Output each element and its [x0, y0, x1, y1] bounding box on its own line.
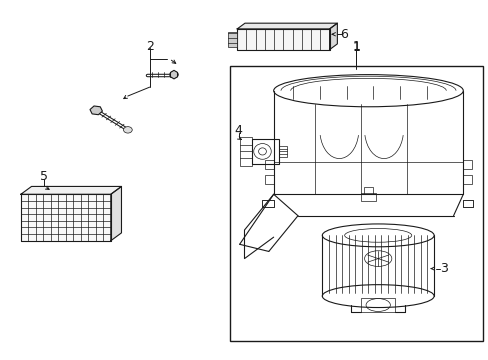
- Bar: [278, 146, 287, 157]
- Bar: [261, 200, 273, 207]
- Text: 5: 5: [40, 170, 48, 183]
- Ellipse shape: [169, 71, 178, 78]
- Bar: [462, 160, 471, 169]
- Bar: [361, 298, 394, 312]
- Bar: [264, 175, 273, 184]
- Ellipse shape: [123, 127, 132, 133]
- Polygon shape: [21, 186, 121, 194]
- Bar: [228, 32, 237, 47]
- Text: 6: 6: [340, 28, 347, 41]
- Polygon shape: [237, 23, 337, 29]
- Bar: [462, 200, 472, 207]
- Text: 4: 4: [234, 124, 242, 137]
- Text: 2: 2: [145, 40, 153, 53]
- Bar: [239, 137, 251, 166]
- Polygon shape: [329, 23, 337, 50]
- Bar: [462, 175, 471, 184]
- Text: 3: 3: [439, 262, 447, 275]
- Bar: [363, 187, 372, 194]
- Text: 1: 1: [352, 41, 360, 54]
- Polygon shape: [111, 186, 121, 241]
- Polygon shape: [170, 70, 177, 79]
- Bar: [229, 66, 482, 341]
- Bar: [261, 200, 273, 207]
- Polygon shape: [90, 106, 102, 115]
- Bar: [462, 200, 472, 207]
- Bar: [237, 29, 329, 50]
- Text: 1: 1: [352, 40, 360, 53]
- Bar: [251, 139, 278, 164]
- Bar: [21, 194, 111, 241]
- Bar: [361, 193, 375, 202]
- Bar: [264, 160, 273, 169]
